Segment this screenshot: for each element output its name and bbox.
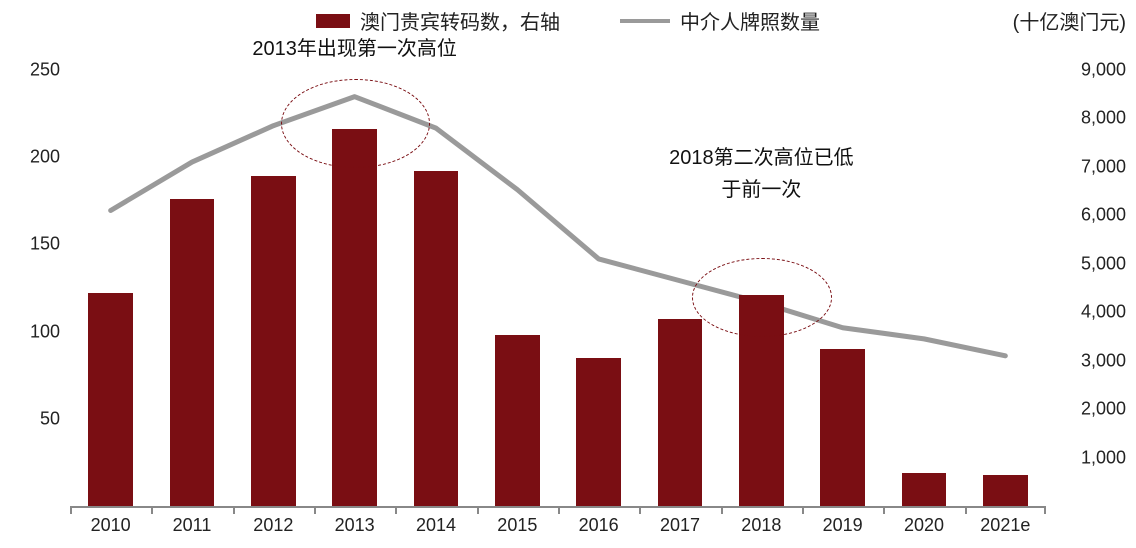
y-right-tick: 3,000 — [1056, 350, 1126, 371]
unit-label: (十亿澳门元) — [1013, 6, 1126, 35]
bar — [88, 293, 133, 506]
y-right-tick: 5,000 — [1056, 253, 1126, 274]
x-tick: 2012 — [253, 515, 293, 536]
x-tick-mark — [965, 506, 967, 514]
x-tick: 2016 — [579, 515, 619, 536]
x-tick-mark — [1044, 506, 1046, 514]
legend-swatch-line — [620, 19, 670, 23]
x-tick-mark — [639, 506, 641, 514]
plot-area: 501001502002501,0002,0003,0004,0005,0006… — [70, 70, 1046, 508]
line-series-layer — [70, 70, 1046, 506]
x-tick: 2017 — [660, 515, 700, 536]
annotation-2018-ellipse — [692, 258, 832, 337]
x-tick: 2010 — [91, 515, 131, 536]
x-tick-mark — [721, 506, 723, 514]
y-left-tick: 150 — [10, 234, 60, 255]
x-tick-mark — [314, 506, 316, 514]
annotation-2018-line1: 2018第二次高位已低 — [669, 142, 854, 174]
legend-item-bar: 澳门贵宾转码数，右轴 — [316, 6, 560, 35]
y-left-tick: 100 — [10, 321, 60, 342]
x-tick: 2014 — [416, 515, 456, 536]
bar — [658, 319, 703, 506]
x-tick-mark — [802, 506, 804, 514]
y-left-tick: 50 — [10, 408, 60, 429]
bar — [332, 129, 377, 506]
line-series — [111, 97, 1006, 356]
legend-line-label: 中介人牌照数量 — [680, 6, 820, 35]
bar — [902, 473, 947, 506]
y-right-tick: 1,000 — [1056, 447, 1126, 468]
legend-bar-label: 澳门贵宾转码数，右轴 — [360, 6, 560, 35]
x-tick: 2011 — [173, 515, 212, 536]
x-tick: 2013 — [335, 515, 375, 536]
x-tick: 2015 — [497, 515, 537, 536]
y-right-tick: 6,000 — [1056, 205, 1126, 226]
y-left-tick: 250 — [10, 60, 60, 81]
y-right-tick: 4,000 — [1056, 302, 1126, 323]
y-right-tick: 8,000 — [1056, 108, 1126, 129]
x-tick-mark — [395, 506, 397, 514]
legend-swatch-bar — [316, 14, 350, 28]
bar — [983, 475, 1028, 506]
y-left-tick: 200 — [10, 147, 60, 168]
x-tick: 2020 — [904, 515, 944, 536]
x-tick: 2021e — [980, 515, 1030, 536]
bar — [251, 176, 296, 506]
bar — [576, 358, 621, 506]
y-right-tick: 7,000 — [1056, 156, 1126, 177]
annotation-2018-line2: 于前一次 — [669, 174, 854, 206]
bar — [414, 171, 459, 506]
chart-container: 澳门贵宾转码数，右轴 中介人牌照数量 (十亿澳门元) 5010015020025… — [0, 0, 1136, 548]
x-tick-mark — [70, 506, 72, 514]
annotation-2018: 2018第二次高位已低于前一次 — [669, 142, 854, 206]
x-tick-mark — [233, 506, 235, 514]
x-tick-mark — [151, 506, 153, 514]
y-right-tick: 2,000 — [1056, 399, 1126, 420]
y-right-tick: 9,000 — [1056, 60, 1126, 81]
bar — [170, 199, 215, 506]
x-tick: 2019 — [823, 515, 863, 536]
legend: 澳门贵宾转码数，右轴 中介人牌照数量 — [0, 6, 1136, 35]
bar — [820, 349, 865, 506]
x-tick-mark — [477, 506, 479, 514]
bar — [495, 335, 540, 506]
annotation-2013: 2013年出现第一次高位 — [252, 32, 457, 61]
x-tick-mark — [558, 506, 560, 514]
x-tick-mark — [883, 506, 885, 514]
legend-item-line: 中介人牌照数量 — [620, 6, 820, 35]
annotation-2013-ellipse — [281, 79, 429, 168]
x-tick: 2018 — [741, 515, 781, 536]
